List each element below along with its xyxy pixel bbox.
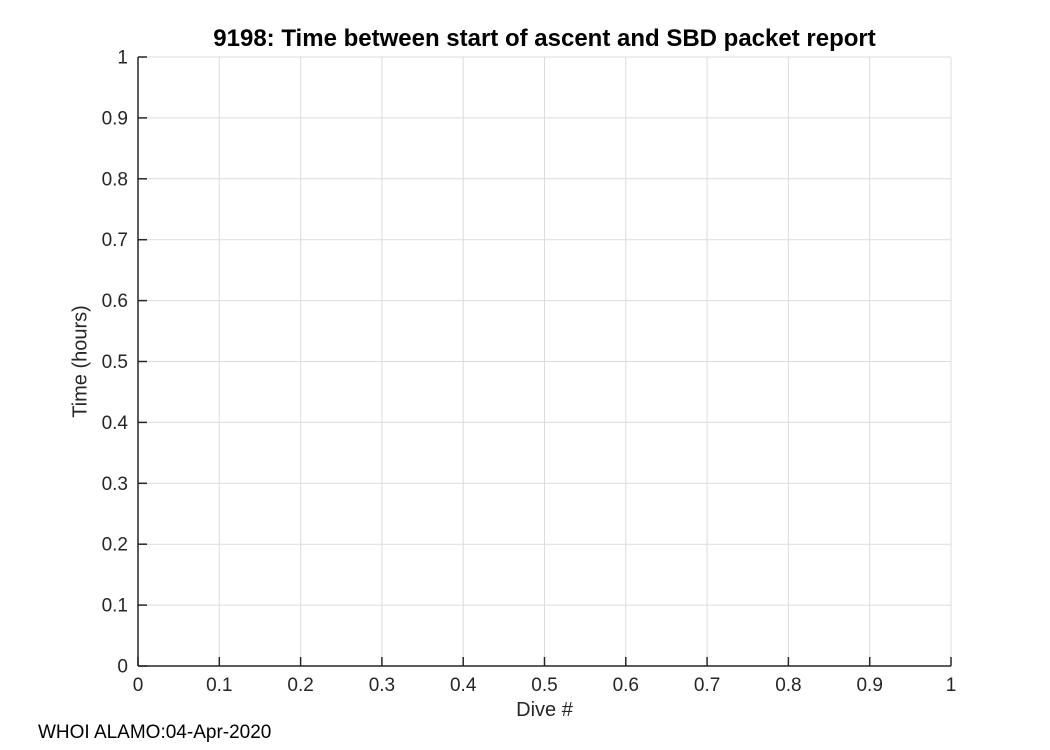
x-tick-label: 0.8 xyxy=(775,675,801,696)
y-tick-label: 0.1 xyxy=(102,596,128,617)
x-tick-label: 0.9 xyxy=(856,675,882,696)
y-tick-label: 0.3 xyxy=(102,474,128,495)
y-tick-label: 0.6 xyxy=(102,291,128,312)
y-tick-label: 0.4 xyxy=(102,413,129,434)
figure-annotation: WHOI ALAMO:04-Apr-2020 xyxy=(38,722,271,743)
chart-title: 9198: Time between start of ascent and S… xyxy=(213,25,875,52)
x-tick-label: 0.1 xyxy=(206,675,232,696)
y-axis-label: Time (hours) xyxy=(70,305,92,418)
y-tick-label: 0.9 xyxy=(102,108,128,129)
y-tick-label: 0.5 xyxy=(102,352,128,373)
axes-spines-and-ticks xyxy=(137,56,952,667)
x-tick-label: 0.4 xyxy=(450,675,477,696)
y-tick-labels: 0 0.1 0.2 0.3 0.4 0.5 0.6 0.7 0.8 0.9 1 xyxy=(102,48,129,678)
y-tick-label: 0.8 xyxy=(102,169,128,190)
y-tick-label: 1 xyxy=(117,48,128,69)
x-tick-label: 1 xyxy=(946,675,957,696)
x-tick-label: 0 xyxy=(133,675,144,696)
x-tick-label: 0.6 xyxy=(613,675,639,696)
y-tick-label: 0.2 xyxy=(102,535,128,556)
x-tick-label: 0.3 xyxy=(369,675,395,696)
x-tick-label: 0.7 xyxy=(694,675,720,696)
gridlines xyxy=(137,56,952,667)
y-tick-label: 0.7 xyxy=(102,230,128,251)
x-tick-label: 0.5 xyxy=(531,675,557,696)
x-tick-labels: 0 0.1 0.2 0.3 0.4 0.5 0.6 0.7 0.8 0.9 1 xyxy=(133,675,957,696)
y-tick-label: 0 xyxy=(117,657,128,678)
x-tick-label: 0.2 xyxy=(287,675,313,696)
x-axis-label: Dive # xyxy=(516,699,574,721)
